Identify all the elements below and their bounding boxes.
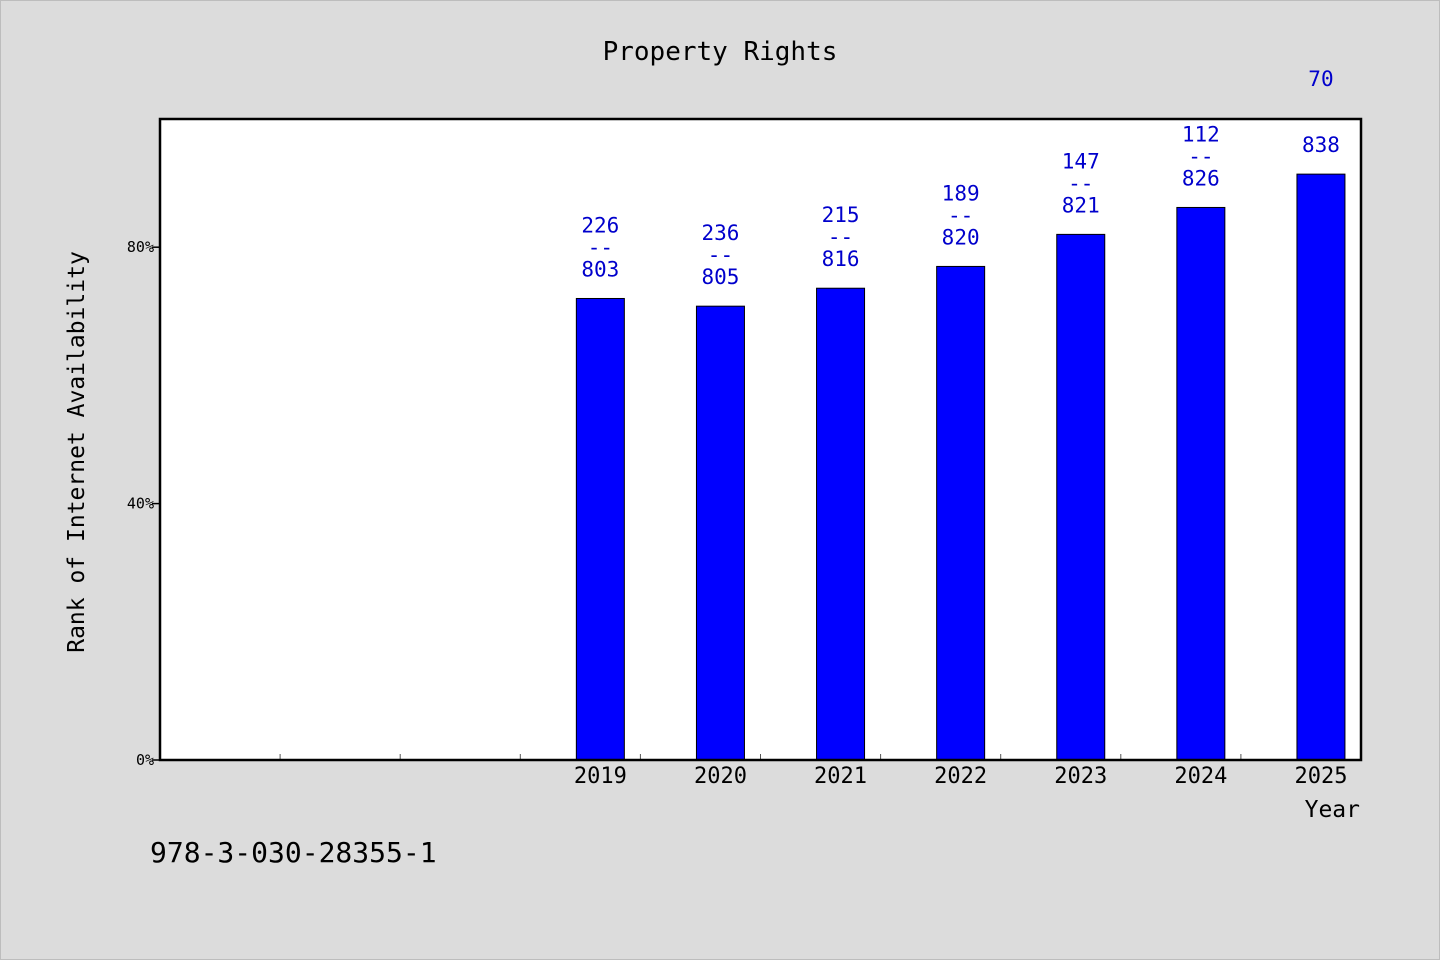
data-label-2023-0: 147 [1062,149,1100,173]
plot-area [160,119,1361,760]
data-label-2020-2: 805 [701,265,739,289]
data-label-2021-2: 816 [822,247,860,271]
bar-2022 [936,265,986,761]
data-label-2021-0: 215 [822,203,860,227]
y-tick-label: 40% [127,495,154,513]
data-label-2022-2: 820 [942,225,980,249]
data-label-2019-2: 803 [581,257,619,281]
data-label-2019-1: -- [588,235,613,259]
y-tick-label: 80% [127,238,154,256]
data-label-2020-1: -- [708,243,733,267]
x-tick-label: 2019 [574,764,627,789]
data-label-2022-1: -- [948,203,973,227]
data-labels-layer: 226--803236--805215--816189--820147--821… [581,67,1340,289]
y-axis-label: Rank of Internet Availability [64,251,90,653]
x-tick-label: 2023 [1054,764,1107,789]
x-tick-label: 2020 [694,764,747,789]
data-label-2020-0: 236 [701,221,739,245]
bar-2023 [1056,233,1106,761]
data-label-2023-1: -- [1068,171,1093,195]
bar-2021 [816,287,866,761]
data-label-2024-0: 112 [1182,122,1220,146]
bar-2019 [575,297,625,761]
footer-isbn: 978-3-030-28355-1 [150,836,437,869]
bar-2025 [1296,173,1346,761]
data-label-2023-2: 821 [1062,193,1100,217]
chart-title: Property Rights [603,37,838,67]
data-label-2019-0: 226 [581,213,619,237]
x-tick-label: 2022 [934,764,987,789]
data-label-2022-0: 189 [942,181,980,205]
bar-2020 [695,305,745,761]
data-label-2024-1: -- [1188,144,1213,168]
bar-2024 [1176,206,1226,761]
data-label-2024-2: 826 [1182,166,1220,190]
x-tick-label: 2021 [814,764,867,789]
y-tick-label: 0% [136,751,154,769]
data-label-2025-2: 838 [1302,133,1340,157]
data-label-2025-0: 70 [1308,67,1333,91]
x-axis-label: Year [1305,797,1360,823]
data-label-2021-1: -- [828,225,853,249]
x-tick-label: 2025 [1294,764,1347,789]
plot-frame [158,117,1363,762]
x-tick-label: 2024 [1174,764,1227,789]
bars-layer [575,173,1346,761]
ticks-layer: 0% 40% 80% 2019 2020 2021 2022 2023 2024 2025 [127,238,1348,789]
